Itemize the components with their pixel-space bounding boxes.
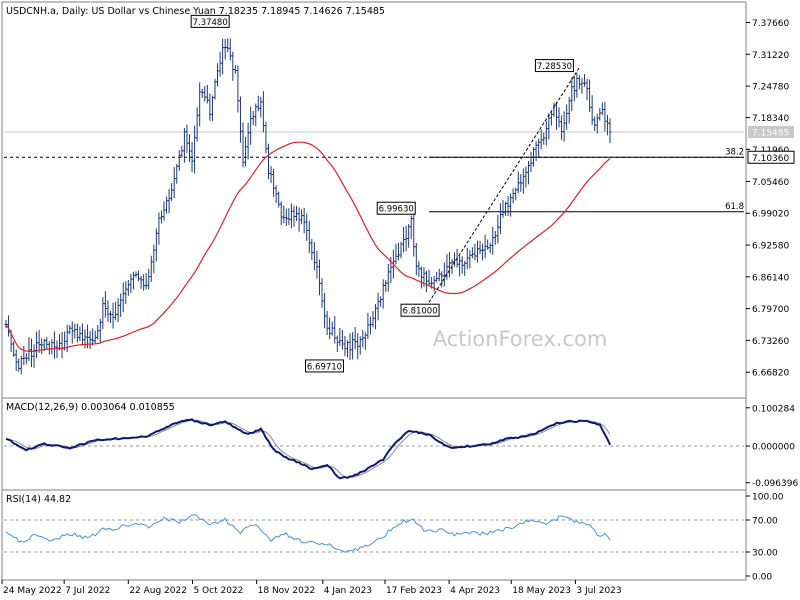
price-axis-label: 7.37660 [752,19,789,29]
trend-line [428,67,580,303]
x-axis-label: 7 Jul 2022 [65,586,110,596]
macd-axis-label: 0.000000 [752,443,795,453]
macd-title: MACD(12,26,9) 0.003064 0.010855 [6,402,175,413]
rsi-axis-label: 100.00 [752,493,784,503]
level-tag [747,150,795,164]
fib-level-label: 38.2 [725,147,744,157]
x-axis-label: 18 May 2023 [512,586,571,596]
macd-axis-label: 0.100284 [752,404,795,414]
price-axis-label: 6.92580 [752,242,789,252]
x-axis-label: 5 Oct 2022 [193,586,243,596]
annotation-label: 6.81000 [402,307,437,317]
rsi-title: RSI(14) 44.82 [6,494,71,505]
price-axis-label: 7.05460 [752,178,789,188]
x-axis-label: 22 Aug 2022 [129,586,187,596]
moving-average-line [5,141,611,353]
annotation-label: 6.99630 [379,205,414,215]
price-axis-label: 6.79700 [752,305,789,315]
rsi-line [5,514,611,553]
price-axis-label: 6.73260 [752,337,789,347]
price-axis-label: 6.99020 [752,210,789,220]
rsi-axis-label: 30.00 [752,549,778,559]
x-axis-label: 18 Nov 2022 [258,586,316,596]
price-grid-layer: 38.2 61.8 [4,131,744,213]
level-tag-label: 7.10360 [752,154,789,164]
price-axis-label: 6.86140 [752,273,789,283]
price-axis-label: 6.66820 [752,369,789,379]
watermark: ActionForex.com [433,327,608,351]
rsi-axis-label: 70.00 [752,517,778,527]
annotation-box [400,303,440,317]
rsi-axis-label: 0.00 [752,573,772,583]
x-axis-label: 24 May 2022 [3,586,62,596]
macd-axis-label: -0.096396 [752,479,798,489]
price-title: USDCNH.a, Daily: US Dollar vs Chinese Yu… [6,6,385,17]
trendline-layer [428,67,580,303]
last-price-tag-label: 7.15485 [752,128,789,138]
macd-line [5,418,611,480]
price-axis-label: 7.24780 [752,83,789,93]
annotation-box [190,14,230,28]
moving-average-layer [5,141,611,353]
annotation-label: 7.28530 [537,62,572,72]
rsi-panel [1,489,747,581]
price-axis-label: 7.18340 [752,114,789,124]
macd-layer: 0.100284 0.000000 -0.096396 [4,404,798,489]
annotation-box [376,201,416,215]
x-axis-label: 4 Jan 2023 [324,586,372,596]
x-axis-label: 17 Feb 2023 [386,586,442,596]
annotation-box [305,359,345,373]
rsi-layer: 100.00 70.00 30.00 0.00 [4,493,784,583]
x-axis-layer: 24 May 2022 7 Jul 2022 22 Aug 2022 5 Oct 20… [1,580,622,596]
annotations-layer: 7.37480 6.69710 6.99630 6.81000 7.28530 [190,14,574,373]
last-price-tag [748,125,794,138]
x-axis-label: 3 Jul 2023 [576,586,621,596]
fib-level-label: 61.8 [725,202,744,212]
annotation-label: 6.69710 [307,362,342,372]
price-bars-layer [4,38,612,375]
price-axis-layer: 7.376607.312207.247807.183407.119607.054… [746,19,795,379]
annotation-label: 7.37480 [193,18,228,28]
annotation-box [534,59,574,73]
x-axis-label: 4 Apr 2023 [450,586,500,596]
price-axis-label: 7.31220 [752,51,789,61]
